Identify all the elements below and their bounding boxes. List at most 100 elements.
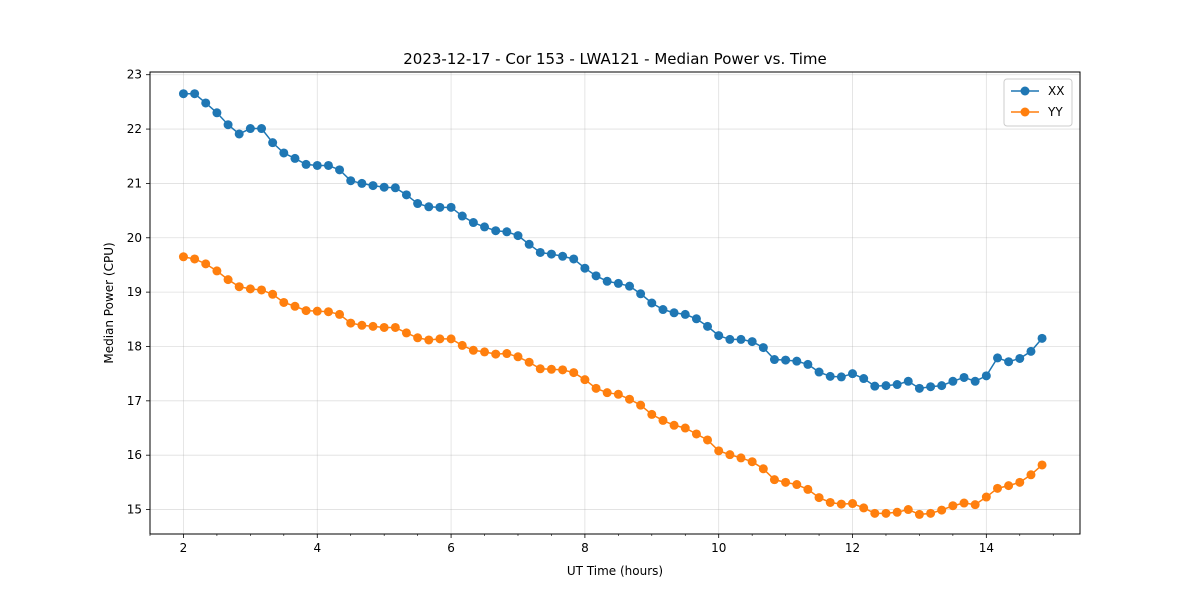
data-point-xx bbox=[312, 160, 322, 170]
x-tick-label: 4 bbox=[313, 541, 321, 555]
data-point-xx bbox=[301, 159, 311, 169]
data-point-xx bbox=[591, 271, 601, 281]
data-point-yy bbox=[859, 503, 869, 513]
data-point-yy bbox=[803, 484, 813, 494]
data-point-yy bbox=[524, 357, 534, 367]
data-point-xx bbox=[524, 239, 534, 249]
data-point-yy bbox=[636, 400, 646, 410]
x-tick-label: 14 bbox=[979, 541, 994, 555]
data-point-yy bbox=[457, 340, 467, 350]
data-point-yy bbox=[368, 321, 378, 331]
data-point-yy bbox=[725, 450, 735, 460]
data-point-xx bbox=[937, 381, 947, 391]
x-axis-label: UT Time (hours) bbox=[567, 564, 663, 578]
data-point-yy bbox=[279, 297, 289, 307]
data-point-xx bbox=[769, 355, 779, 365]
data-point-xx bbox=[669, 308, 679, 318]
data-point-yy bbox=[390, 322, 400, 332]
x-tick-label: 6 bbox=[447, 541, 455, 555]
data-point-yy bbox=[914, 509, 924, 519]
data-point-xx bbox=[1004, 357, 1014, 367]
data-point-yy bbox=[301, 306, 311, 316]
data-point-yy bbox=[758, 464, 768, 474]
x-tick-label: 8 bbox=[581, 541, 589, 555]
data-point-xx bbox=[993, 353, 1002, 363]
data-point-xx bbox=[335, 165, 345, 175]
data-point-xx bbox=[424, 202, 434, 212]
data-point-yy bbox=[881, 508, 891, 518]
data-point-yy bbox=[268, 289, 278, 299]
data-point-yy bbox=[747, 457, 757, 467]
data-point-xx bbox=[625, 281, 635, 291]
data-point-xx bbox=[959, 372, 969, 382]
data-point-yy bbox=[714, 446, 724, 456]
data-point-yy bbox=[959, 498, 969, 508]
data-point-yy bbox=[323, 307, 333, 317]
data-point-xx bbox=[357, 178, 367, 188]
data-point-xx bbox=[636, 289, 646, 299]
data-point-yy bbox=[948, 501, 958, 511]
data-point-yy bbox=[558, 365, 568, 375]
data-point-yy bbox=[535, 364, 545, 374]
data-point-xx bbox=[870, 381, 880, 391]
data-point-xx bbox=[379, 182, 389, 192]
data-point-xx bbox=[190, 89, 200, 99]
data-point-xx bbox=[546, 249, 556, 259]
data-point-yy bbox=[491, 349, 501, 359]
data-point-yy bbox=[435, 334, 445, 344]
data-point-xx bbox=[680, 309, 690, 319]
y-tick-label: 18 bbox=[127, 339, 142, 353]
series-yy bbox=[178, 252, 1047, 519]
data-point-yy bbox=[245, 284, 255, 294]
data-point-xx bbox=[981, 371, 991, 381]
data-point-yy bbox=[335, 309, 345, 319]
y-tick-label: 15 bbox=[127, 503, 142, 517]
data-point-xx bbox=[323, 160, 333, 170]
data-point-xx bbox=[569, 254, 579, 264]
data-point-yy bbox=[736, 453, 746, 463]
data-point-yy bbox=[1037, 460, 1047, 470]
data-point-xx bbox=[1026, 346, 1036, 356]
axes: 2 4 6 8 10 12 14 15 16 17 18 19 20 21 22 23 bbox=[127, 68, 1054, 555]
y-tick-label: 22 bbox=[127, 122, 142, 136]
data-point-xx bbox=[926, 382, 936, 392]
data-point-xx bbox=[602, 276, 612, 286]
series-layer bbox=[178, 89, 1047, 519]
data-point-xx bbox=[903, 376, 913, 386]
data-point-xx bbox=[836, 372, 846, 382]
data-point-yy bbox=[546, 364, 556, 374]
data-point-xx bbox=[1015, 353, 1025, 363]
data-point-xx bbox=[781, 355, 791, 365]
y-tick-label: 20 bbox=[127, 231, 142, 245]
data-point-xx bbox=[736, 334, 746, 344]
data-point-yy bbox=[580, 375, 590, 385]
data-point-xx bbox=[814, 367, 824, 377]
chart-title: 2023-12-17 - Cor 153 - LWA121 - Median P… bbox=[403, 50, 827, 68]
data-point-xx bbox=[881, 381, 891, 391]
data-point-yy bbox=[312, 306, 322, 316]
plot-frame bbox=[149, 71, 1081, 535]
data-point-xx bbox=[346, 176, 356, 186]
y-tick-label: 17 bbox=[127, 394, 142, 408]
data-point-xx bbox=[803, 359, 813, 369]
data-point-xx bbox=[234, 129, 244, 139]
y-axis-label: Median Power (CPU) bbox=[102, 242, 116, 363]
x-tick-label: 2 bbox=[180, 541, 188, 555]
series-xx bbox=[178, 89, 1047, 393]
data-point-xx bbox=[480, 222, 490, 232]
data-point-xx bbox=[413, 199, 423, 209]
data-point-yy bbox=[201, 259, 211, 269]
data-point-yy bbox=[647, 409, 657, 419]
data-point-xx bbox=[390, 183, 400, 193]
data-point-yy bbox=[401, 328, 411, 338]
data-point-xx bbox=[613, 278, 623, 288]
data-point-yy bbox=[346, 318, 356, 328]
data-point-yy bbox=[703, 435, 713, 445]
data-point-yy bbox=[602, 388, 612, 398]
data-point-yy bbox=[836, 499, 846, 509]
data-point-xx bbox=[279, 148, 289, 158]
data-point-yy bbox=[680, 423, 690, 433]
data-point-xx bbox=[457, 211, 467, 221]
data-point-yy bbox=[1026, 470, 1036, 480]
